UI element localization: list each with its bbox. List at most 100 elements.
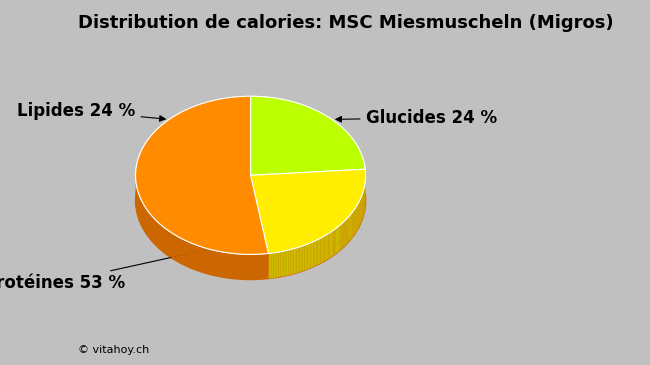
Polygon shape (337, 227, 338, 253)
Polygon shape (146, 208, 148, 236)
Polygon shape (268, 253, 270, 278)
Polygon shape (162, 226, 164, 253)
Polygon shape (346, 218, 347, 244)
Polygon shape (336, 227, 337, 254)
Polygon shape (292, 249, 293, 274)
Polygon shape (164, 228, 167, 255)
Polygon shape (349, 215, 350, 241)
Polygon shape (295, 248, 296, 273)
Polygon shape (194, 244, 198, 271)
Polygon shape (272, 253, 274, 278)
Polygon shape (257, 254, 261, 280)
Polygon shape (279, 252, 280, 277)
Polygon shape (344, 220, 345, 246)
Polygon shape (265, 253, 268, 279)
Polygon shape (223, 252, 226, 278)
Polygon shape (343, 221, 344, 247)
Polygon shape (226, 253, 230, 278)
Polygon shape (208, 249, 212, 275)
Text: Lipides 24 %: Lipides 24 % (18, 101, 165, 121)
Polygon shape (143, 203, 144, 231)
Polygon shape (332, 230, 333, 256)
Polygon shape (238, 254, 242, 279)
Text: Glucides 24 %: Glucides 24 % (336, 109, 497, 127)
Polygon shape (155, 220, 157, 247)
Polygon shape (142, 201, 143, 228)
Text: Protéines 53 %: Protéines 53 % (0, 239, 246, 292)
Polygon shape (315, 240, 317, 266)
Polygon shape (331, 231, 332, 257)
Polygon shape (234, 254, 238, 279)
Polygon shape (246, 254, 250, 280)
Polygon shape (153, 218, 155, 245)
Polygon shape (151, 215, 153, 242)
Polygon shape (322, 237, 323, 262)
Polygon shape (312, 242, 313, 267)
Polygon shape (150, 213, 151, 240)
Polygon shape (144, 206, 146, 233)
Polygon shape (341, 223, 343, 249)
Polygon shape (251, 175, 268, 278)
Polygon shape (307, 243, 309, 269)
Polygon shape (285, 250, 287, 276)
Polygon shape (355, 208, 356, 234)
Polygon shape (167, 230, 170, 257)
Polygon shape (339, 225, 341, 251)
Polygon shape (290, 249, 292, 275)
Polygon shape (198, 246, 201, 272)
Polygon shape (136, 96, 268, 254)
Polygon shape (160, 224, 162, 251)
Text: © vitahoy.ch: © vitahoy.ch (78, 345, 150, 355)
Polygon shape (280, 251, 282, 277)
Polygon shape (298, 247, 300, 272)
Polygon shape (250, 254, 253, 280)
Polygon shape (306, 244, 307, 270)
Polygon shape (283, 251, 285, 276)
Polygon shape (323, 236, 324, 262)
Polygon shape (317, 239, 318, 265)
Polygon shape (242, 254, 246, 280)
Polygon shape (313, 241, 315, 267)
Polygon shape (230, 253, 234, 279)
Polygon shape (293, 248, 295, 274)
Polygon shape (296, 247, 298, 273)
Polygon shape (309, 243, 311, 269)
Polygon shape (157, 222, 160, 249)
Polygon shape (251, 169, 365, 253)
Polygon shape (185, 240, 188, 267)
Polygon shape (350, 214, 351, 240)
Polygon shape (351, 213, 352, 239)
Polygon shape (140, 198, 142, 226)
Polygon shape (328, 233, 330, 259)
Polygon shape (251, 96, 365, 175)
Polygon shape (176, 235, 179, 262)
Polygon shape (275, 252, 277, 278)
Polygon shape (179, 237, 181, 264)
Polygon shape (277, 252, 279, 277)
Polygon shape (311, 242, 312, 268)
Polygon shape (354, 209, 355, 235)
Polygon shape (270, 253, 272, 278)
Polygon shape (215, 251, 219, 277)
Polygon shape (219, 251, 223, 277)
Polygon shape (324, 235, 326, 261)
Polygon shape (188, 242, 191, 268)
Polygon shape (253, 254, 257, 280)
Polygon shape (348, 216, 349, 242)
Polygon shape (191, 243, 194, 269)
Text: Distribution de calories: MSC Miesmuscheln (Migros): Distribution de calories: MSC Miesmusche… (78, 14, 614, 31)
Polygon shape (289, 250, 290, 275)
Polygon shape (148, 211, 150, 238)
Polygon shape (201, 247, 205, 273)
Polygon shape (251, 169, 365, 253)
Ellipse shape (136, 122, 365, 280)
Polygon shape (352, 211, 354, 237)
Polygon shape (302, 246, 303, 272)
Polygon shape (318, 239, 319, 265)
Polygon shape (251, 96, 365, 175)
Polygon shape (356, 205, 357, 232)
Polygon shape (274, 253, 275, 278)
Polygon shape (136, 96, 268, 254)
Polygon shape (287, 250, 289, 276)
Polygon shape (304, 245, 306, 270)
